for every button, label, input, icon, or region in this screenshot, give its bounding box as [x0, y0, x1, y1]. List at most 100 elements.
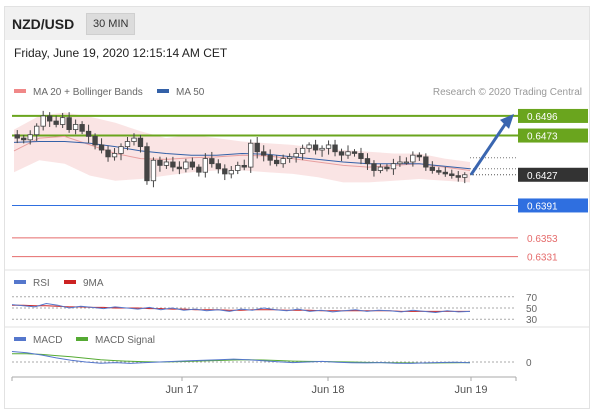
candle	[299, 144, 306, 161]
candle	[170, 156, 176, 172]
candle	[40, 110, 46, 131]
candle	[261, 145, 267, 162]
candle	[280, 154, 286, 168]
candle-body	[449, 173, 455, 177]
candle	[27, 130, 33, 145]
candle	[14, 130, 20, 144]
candle-body	[59, 117, 66, 125]
candle	[462, 172, 468, 184]
candle-body	[436, 170, 442, 173]
x-tick-label-2: Jun 19	[454, 384, 487, 396]
candle	[111, 148, 118, 161]
candle-body	[351, 151, 358, 154]
candle-body	[215, 163, 221, 170]
candle-body	[92, 135, 98, 146]
candle-body	[345, 151, 351, 156]
legend-label-macd: MACD	[33, 335, 62, 346]
candle-body	[267, 154, 273, 161]
candle-body	[47, 115, 53, 122]
candle	[429, 161, 435, 174]
macd-plot: 0	[11, 351, 532, 369]
candle-body	[72, 124, 79, 130]
candle-body	[228, 170, 234, 175]
candle-body	[462, 174, 468, 178]
candle-body	[40, 115, 46, 127]
candle-body	[442, 171, 448, 175]
candle	[59, 112, 66, 129]
candle-body	[85, 130, 92, 137]
candle	[306, 142, 312, 153]
timeframe-badge[interactable]: 30 MIN	[86, 13, 136, 35]
candle	[131, 133, 137, 146]
candle-body	[319, 147, 325, 151]
level-label-1: 0.6473	[527, 132, 558, 143]
candle	[85, 124, 92, 144]
legend-swatch-rsi-ma	[64, 280, 76, 284]
candle	[338, 148, 345, 162]
candle-body	[14, 134, 20, 139]
chart-header: NZD/USD 30 MIN	[4, 6, 590, 40]
candle-body	[429, 166, 435, 171]
level-label-0: 0.6496	[527, 112, 558, 123]
candle-body	[157, 159, 163, 166]
current-price-label: 0.6427	[527, 171, 558, 182]
candle-body	[248, 142, 254, 168]
candle-body	[332, 144, 338, 153]
candle	[144, 142, 150, 185]
candle-body	[53, 120, 59, 125]
candle	[312, 139, 319, 155]
legend-swatch-rsi	[14, 280, 26, 284]
candle-body	[384, 166, 390, 170]
candle	[293, 147, 299, 163]
legend-swatch-macd-signal	[76, 337, 88, 341]
candle-body	[274, 159, 280, 165]
x-tick-label-1: Jun 18	[311, 384, 344, 396]
candle	[254, 137, 260, 159]
candle	[124, 137, 131, 151]
candle	[98, 138, 105, 154]
legend-swatch-macd	[14, 337, 26, 341]
candle	[390, 158, 397, 175]
candle-body	[144, 146, 150, 182]
rsi-line	[11, 302, 471, 314]
candle-body	[105, 149, 111, 158]
candle-body	[293, 153, 299, 158]
candle	[286, 153, 293, 163]
candle-body	[176, 166, 183, 170]
candle-body	[358, 153, 364, 159]
candle	[248, 139, 254, 173]
candle	[72, 119, 79, 135]
candle	[423, 153, 429, 171]
chart-datetime: Friday, June 19, 2020 12:15:14 AM CET	[14, 46, 228, 60]
candle-body	[312, 144, 319, 151]
candle	[449, 169, 455, 179]
candle	[442, 166, 448, 177]
candle-body	[209, 158, 215, 165]
legend-label-bollinger: MA 20 + Bollinger Bands	[33, 87, 143, 98]
candle	[196, 164, 202, 177]
candle-body	[66, 117, 72, 130]
main-plot: 0.6496 0.6473 0.6391 0.6353 0.6331 0.6427	[12, 108, 588, 264]
candle	[66, 112, 72, 133]
candle-body	[416, 154, 423, 158]
candle	[235, 161, 241, 175]
candle	[92, 133, 98, 150]
candle	[436, 167, 442, 175]
candle	[183, 158, 189, 173]
candle-body	[325, 144, 332, 149]
candle-body	[286, 156, 293, 159]
candle-body	[235, 164, 241, 171]
symbol-label: NZD/USD	[12, 16, 75, 32]
candle-body	[79, 124, 85, 132]
candle	[371, 160, 377, 177]
candle	[410, 151, 416, 167]
candle-body	[150, 159, 157, 182]
current-price-box	[518, 167, 588, 182]
candle	[358, 147, 364, 165]
candle	[241, 159, 247, 171]
legend-swatch-ma50	[157, 89, 169, 93]
candle	[325, 140, 332, 155]
candle-body	[397, 161, 403, 165]
candle-body	[222, 168, 228, 175]
